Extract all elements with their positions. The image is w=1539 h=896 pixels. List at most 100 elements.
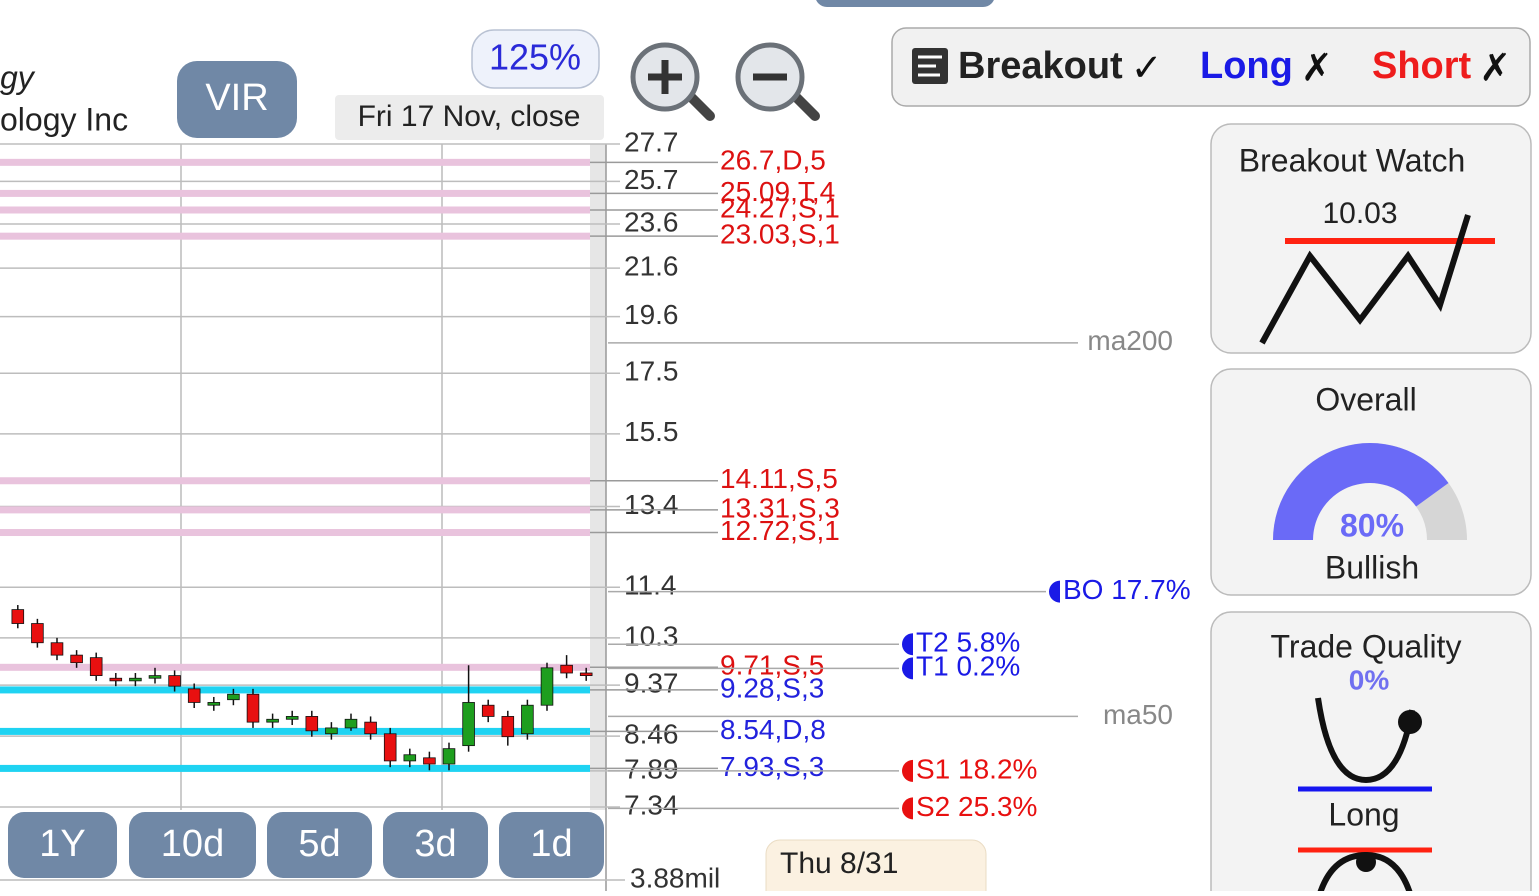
candle-body — [285, 716, 299, 720]
candle-body — [462, 702, 475, 747]
period-label: 10d — [161, 823, 224, 865]
ma-label: ma200 — [1087, 325, 1173, 356]
title-fragment: gy — [0, 59, 36, 95]
target-label: BO 17.7% — [1063, 574, 1191, 605]
breakout-price: 10.03 — [1322, 197, 1397, 230]
panel-title: Overall — [1315, 381, 1416, 417]
period-button[interactable] — [129, 812, 256, 878]
level-label: 9.28,S,3 — [720, 672, 824, 703]
candle-body — [560, 664, 573, 674]
y-tick-label: 19.6 — [624, 299, 679, 330]
level-band — [0, 158, 590, 166]
candle-body — [325, 727, 338, 735]
toolbar-state: ✗ — [1479, 46, 1511, 90]
level-band — [0, 529, 590, 537]
level-label: 26.7,D,5 — [720, 145, 826, 176]
toolbar-label[interactable]: Short — [1372, 45, 1472, 87]
target-label: T1 0.2% — [916, 651, 1020, 682]
ticker: VIR — [205, 77, 268, 119]
zoom-pill[interactable] — [471, 29, 600, 89]
candle-body — [246, 693, 260, 723]
ma-label: ma50 — [1103, 699, 1173, 730]
zoom-out[interactable] — [735, 42, 820, 121]
level-band — [0, 727, 590, 735]
level-label: 12.72,S,1 — [720, 515, 840, 546]
target-icon — [902, 657, 913, 680]
y-tick-label: 11.4 — [624, 570, 676, 601]
y-tick-label: 8.46 — [624, 718, 679, 749]
volume-label: 3.88mil — [630, 862, 720, 891]
gauge-label: 80% — [1340, 507, 1404, 543]
candle-body — [148, 675, 162, 679]
candle-body — [70, 654, 83, 664]
quality-dot — [1398, 710, 1422, 734]
ticker-button[interactable] — [177, 61, 297, 138]
level-band — [0, 686, 590, 694]
level-band — [0, 189, 590, 197]
period-label: 1d — [530, 823, 572, 865]
level-label: 24.27,S,1 — [720, 192, 840, 223]
candle-body — [481, 704, 495, 717]
candle-body — [521, 704, 534, 735]
candle-body — [207, 702, 221, 706]
toolbar-label[interactable]: Breakout — [958, 45, 1123, 87]
period-button[interactable] — [8, 812, 117, 878]
y-tick-label: 13.4 — [624, 489, 679, 520]
title-fragment: ology Inc — [0, 101, 128, 137]
candle-body — [403, 754, 417, 762]
candle-body — [579, 672, 593, 677]
trade-quality-panel — [1210, 611, 1532, 896]
level-label: 8.54,D,8 — [720, 714, 826, 745]
period-button[interactable] — [383, 812, 488, 878]
menu-icon[interactable] — [912, 48, 948, 84]
level-label: 23.03,S,1 — [720, 219, 840, 250]
candle-body — [50, 642, 64, 656]
target-label: S2 25.3% — [916, 791, 1037, 822]
target-icon — [902, 759, 913, 782]
level-band — [0, 764, 590, 772]
target-icon — [1049, 580, 1060, 603]
candle-body — [31, 623, 44, 644]
level-band — [0, 663, 590, 671]
tooltip — [765, 839, 987, 896]
tooltip-text: Thu 8/31 — [780, 847, 898, 880]
candle-body — [423, 757, 436, 765]
y-tick-label: 15.5 — [624, 416, 679, 447]
period-button[interactable] — [267, 812, 372, 878]
candle-body — [187, 688, 201, 703]
date: Fri 17 Nov, close — [358, 100, 581, 133]
panel-title: Breakout Watch — [1239, 142, 1465, 178]
quality-value: 0% — [1349, 664, 1390, 695]
candle-body — [364, 721, 377, 735]
candle-body — [168, 675, 181, 687]
target-label: S1 18.2% — [916, 753, 1037, 784]
level-label: 25.09,T,4 — [720, 176, 835, 207]
period-button[interactable] — [499, 812, 604, 878]
candle-body — [540, 667, 554, 706]
breakout-pattern — [1259, 214, 1471, 345]
level-band — [0, 477, 590, 485]
zoom-in[interactable] — [630, 42, 715, 121]
candle-body — [305, 716, 319, 732]
candle-body — [11, 609, 25, 624]
period-label: 5d — [298, 823, 340, 865]
target-icon — [902, 797, 913, 820]
quality-curve — [1315, 697, 1415, 784]
panel-title: Trade Quality — [1271, 628, 1462, 664]
toolbar-state: ✗ — [1301, 46, 1333, 90]
toolbar-state: ✓ — [1131, 46, 1163, 90]
target-label: T2 5.8% — [916, 627, 1020, 658]
quality-dot — [1356, 852, 1376, 872]
level-label: 14.11,S,5 — [720, 463, 838, 494]
candle-body — [501, 716, 515, 738]
y-tick-label: 10.3 — [624, 620, 679, 651]
toolbar-label[interactable]: Long — [1200, 45, 1293, 87]
y-tick-label: 7.34 — [624, 789, 679, 820]
top-tab[interactable] — [815, 0, 995, 7]
rating: Bullish — [1325, 549, 1419, 585]
y-tick-label: 9.37 — [624, 667, 679, 698]
y-tick-label: 21.6 — [624, 251, 679, 282]
y-tick-label: 17.5 — [624, 356, 679, 387]
candle-body — [383, 733, 397, 762]
